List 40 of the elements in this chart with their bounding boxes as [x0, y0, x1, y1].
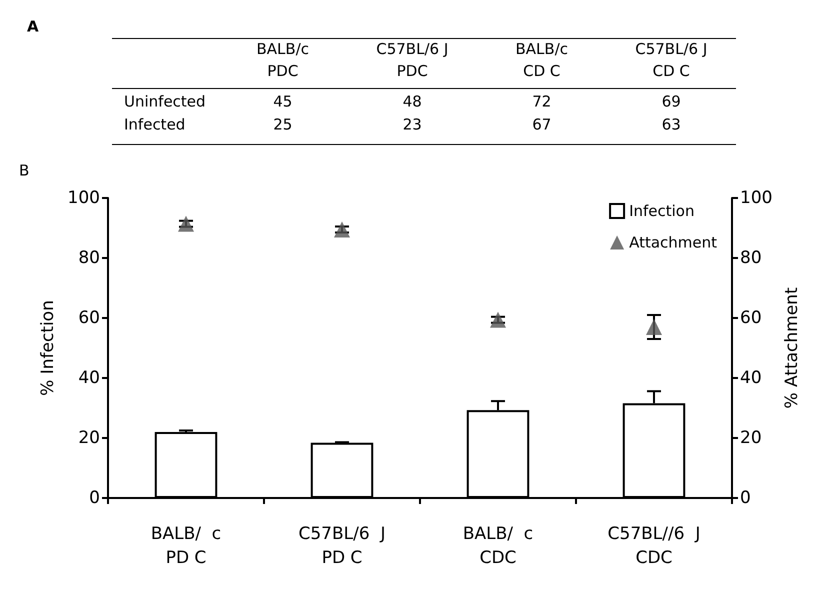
data-label: 67: [532, 116, 552, 134]
x-tick-label: BALB/c PDC: [256, 40, 309, 80]
x-tick-label: BALB/ c PD C: [150, 524, 222, 568]
y-axis-title: % Infection: [38, 300, 58, 396]
data-label: 63: [662, 116, 681, 134]
y-tick-label: 80: [78, 248, 100, 268]
legend-label: Attachment: [629, 234, 718, 252]
data-label: 25: [273, 116, 292, 134]
point: [490, 312, 506, 328]
y2-tick-label: 0: [740, 488, 751, 508]
y2-tick-label: 60: [740, 308, 762, 328]
x-tick-label: BALB/c CD C: [516, 40, 568, 80]
y-tick-label: 0: [89, 488, 100, 508]
legend-label: Infection: [629, 202, 694, 220]
y2-tick-label: 80: [740, 248, 762, 268]
x-tick-label: C57BL/6 J PD C: [298, 524, 386, 568]
x-tick-label: C57BL/6 J CD C: [635, 40, 708, 80]
data-label: 45: [273, 92, 292, 110]
data-label: 72: [532, 92, 552, 110]
point: [646, 319, 662, 335]
y-tick-label: 40: [78, 368, 100, 388]
point: [334, 222, 350, 238]
y-tick-label: Infected: [124, 116, 186, 134]
x-tick-label: BALB/ c CDC: [462, 524, 534, 568]
y2-tick-label: 40: [740, 368, 762, 388]
chart-title: B: [19, 162, 30, 180]
y-tick-label: 60: [78, 308, 100, 328]
y-tick-label: Uninfected: [124, 92, 206, 110]
y-tick-label: 100: [68, 188, 100, 208]
y2-tick-label: 100: [740, 188, 772, 208]
y-tick-label: 20: [78, 428, 100, 448]
point: [178, 216, 194, 232]
x-tick-label: C57BL/6 J PDC: [376, 40, 448, 80]
data-label: 23: [402, 116, 422, 134]
data-label: 48: [402, 92, 422, 110]
y2-tick-label: 20: [740, 428, 762, 448]
x-tick-label: C57BL//6 J CDC: [608, 524, 700, 568]
chart-title: A: [27, 18, 39, 36]
y2-axis-title: % Attachment: [782, 287, 802, 409]
data-label: 69: [662, 92, 681, 110]
